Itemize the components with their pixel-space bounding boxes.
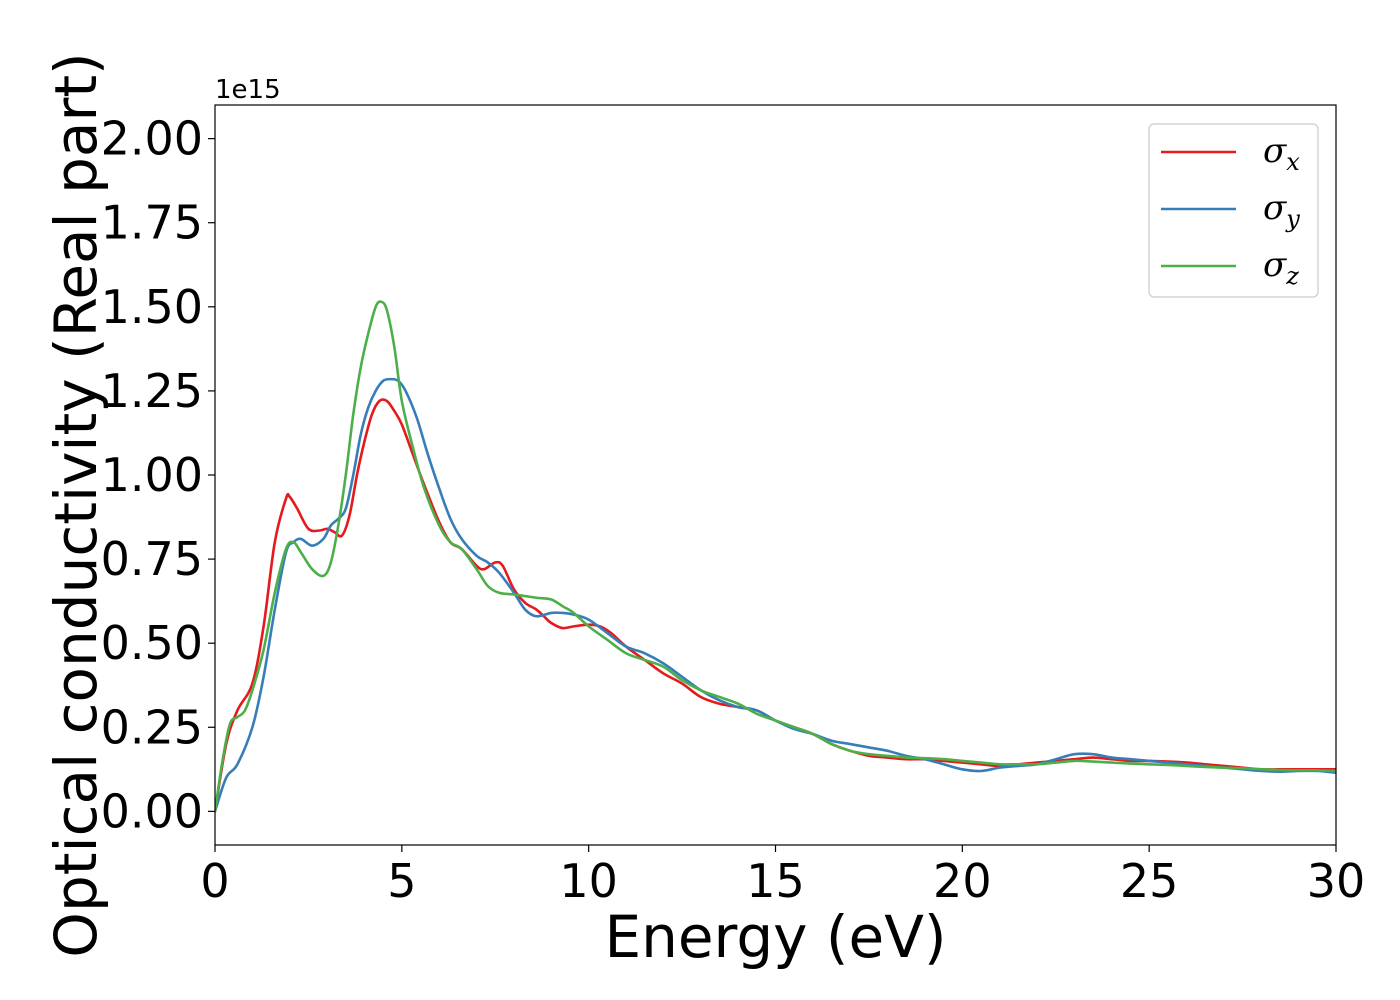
y-tick-label: 2.00 (101, 112, 203, 166)
y-tick-label: 0.50 (101, 616, 203, 670)
x-tick-label: 20 (933, 854, 992, 908)
legend-symbol: σ (1263, 188, 1287, 228)
y-tick-label: 0.75 (101, 532, 203, 586)
legend-subscript: x (1286, 148, 1300, 176)
y-offset-label: 1e15 (215, 75, 281, 105)
y-tick-label: 1.00 (101, 448, 203, 502)
x-axis: 0 5 10 15 20 25 30 (200, 845, 1365, 908)
series-layer (215, 300, 1336, 813)
legend-label-x: σx (1263, 131, 1300, 176)
y-axis: 0.00 0.25 0.50 0.75 1.00 1.25 1.50 1.75 2.00 (101, 112, 215, 838)
x-tick-label: 10 (559, 854, 618, 908)
y-tick-label: 1.25 (101, 364, 203, 418)
legend-subscript: y (1285, 205, 1300, 233)
y-tick-label: 1.50 (101, 280, 203, 334)
y-tick-label: 1.75 (101, 196, 203, 250)
legend-symbol: σ (1263, 131, 1287, 171)
legend-subscript: z (1285, 262, 1299, 290)
series-line-x (215, 398, 1336, 813)
y-tick-label: 0.25 (101, 700, 203, 754)
x-tick-label: 5 (387, 854, 416, 908)
x-tick-label: 0 (200, 854, 229, 908)
x-tick-label: 30 (1307, 854, 1366, 908)
y-axis-title: Optical conductivity (Real part) (42, 52, 110, 957)
legend-box (1148, 123, 1319, 298)
legend-label-z: σz (1263, 245, 1299, 290)
x-tick-label: 15 (746, 854, 805, 908)
series-line-z (215, 300, 1336, 813)
series-line-y (215, 377, 1336, 813)
legend-label-y: σy (1263, 188, 1300, 233)
legend-symbol: σ (1263, 245, 1287, 285)
x-tick-label: 25 (1120, 854, 1179, 908)
x-axis-title: Energy (eV) (604, 903, 946, 971)
y-tick-label: 0.00 (101, 784, 203, 838)
